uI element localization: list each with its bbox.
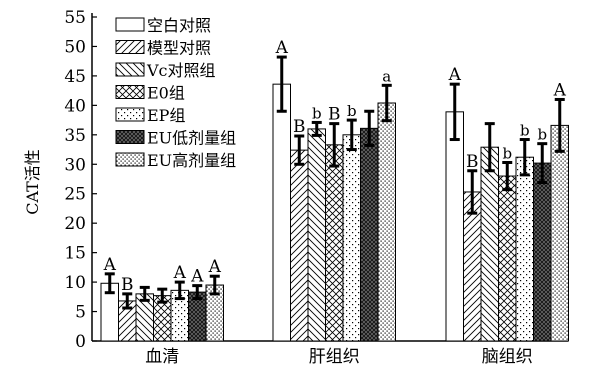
bar bbox=[480, 146, 499, 342]
bar bbox=[290, 149, 309, 342]
legend-swatch bbox=[115, 107, 145, 122]
significance-label: b bbox=[502, 145, 512, 163]
bar bbox=[550, 124, 569, 342]
error-bar bbox=[484, 122, 495, 173]
y-tick-label: 50 bbox=[64, 37, 86, 57]
error-bar bbox=[329, 122, 340, 168]
error-bar bbox=[381, 83, 392, 123]
significance-label: b bbox=[537, 126, 547, 144]
error-bar bbox=[192, 284, 203, 301]
legend-item: Vc对照组 bbox=[115, 61, 216, 80]
error-bar bbox=[276, 55, 287, 113]
error-bar bbox=[104, 272, 115, 295]
error-bar bbox=[139, 285, 150, 302]
legend-item: 模型对照 bbox=[115, 39, 211, 58]
error-bar bbox=[174, 280, 185, 301]
error-bar bbox=[519, 138, 530, 177]
y-tick-label: 20 bbox=[64, 214, 86, 234]
x-category-label: 肝组织 bbox=[309, 347, 360, 367]
significance-label: B bbox=[466, 152, 479, 172]
legend-item: 空白对照 bbox=[115, 16, 211, 35]
legend-item: E0组 bbox=[115, 84, 185, 103]
significance-label: b bbox=[312, 104, 322, 122]
y-tick-label: 10 bbox=[64, 273, 86, 293]
error-bar bbox=[449, 82, 460, 142]
legend-swatch bbox=[115, 85, 145, 99]
error-bar bbox=[209, 274, 220, 296]
significance-label: B bbox=[121, 275, 134, 295]
significance-label: B bbox=[293, 117, 306, 137]
error-bar bbox=[294, 134, 305, 166]
significance-label: A bbox=[553, 80, 567, 100]
significance-label: A bbox=[448, 65, 462, 85]
legend-label: 空白对照 bbox=[147, 16, 211, 35]
bar bbox=[533, 162, 552, 342]
y-tick-label: 55 bbox=[64, 8, 86, 28]
legend-swatch bbox=[115, 40, 145, 54]
y-tick-label: 35 bbox=[64, 126, 86, 146]
error-bar bbox=[537, 142, 548, 185]
error-bar bbox=[364, 109, 375, 147]
error-bar bbox=[554, 97, 565, 153]
bar bbox=[360, 127, 379, 342]
y-tick-label: 5 bbox=[75, 303, 86, 323]
significance-label: A bbox=[173, 263, 187, 283]
x-category-label: 血清 bbox=[145, 347, 179, 367]
y-axis-label: CAT活性 bbox=[23, 149, 42, 215]
legend-item: EP组 bbox=[115, 106, 185, 125]
y-tick-label: 40 bbox=[64, 96, 86, 116]
y-tick-label: 30 bbox=[64, 155, 86, 175]
significance-label: B bbox=[328, 105, 341, 125]
significance-label: a bbox=[382, 67, 391, 85]
y-tick-label: 0 bbox=[75, 332, 86, 352]
legend-label: EU高剂量组 bbox=[147, 151, 236, 170]
error-bar bbox=[157, 287, 168, 304]
significance-label: A bbox=[190, 267, 204, 287]
error-bar bbox=[122, 292, 133, 310]
significance-label: A bbox=[275, 38, 289, 58]
legend-swatch bbox=[115, 130, 145, 144]
error-bar bbox=[346, 118, 357, 152]
significance-label: A bbox=[103, 255, 117, 275]
y-tick-label: 15 bbox=[64, 244, 86, 264]
legend-item: EU低剂量组 bbox=[115, 129, 236, 148]
legend-swatch bbox=[115, 152, 145, 167]
legend-label: Vc对照组 bbox=[146, 61, 216, 80]
error-bar bbox=[467, 169, 478, 215]
bar bbox=[377, 102, 396, 342]
error-bar bbox=[502, 161, 513, 192]
bar bbox=[445, 111, 464, 342]
bar bbox=[325, 144, 344, 342]
legend-item: EU高剂量组 bbox=[115, 151, 236, 170]
bar bbox=[272, 83, 291, 342]
significance-label: b bbox=[347, 102, 357, 120]
legend-label: E0组 bbox=[147, 84, 185, 103]
bar bbox=[342, 134, 361, 342]
legend-swatch bbox=[115, 62, 145, 77]
bar bbox=[515, 156, 534, 342]
x-category-label: 脑组织 bbox=[482, 347, 533, 367]
legend-label: EU低剂量组 bbox=[147, 129, 236, 148]
legend-label: 模型对照 bbox=[147, 39, 211, 58]
bar bbox=[498, 175, 517, 342]
legend-swatch bbox=[115, 17, 145, 32]
significance-label: b bbox=[520, 122, 530, 140]
legend-label: EP组 bbox=[147, 106, 185, 125]
significance-label: A bbox=[208, 257, 222, 277]
y-tick-label: 45 bbox=[64, 67, 86, 87]
bar bbox=[307, 128, 326, 342]
y-tick-label: 25 bbox=[64, 185, 86, 205]
error-bar bbox=[311, 120, 322, 137]
